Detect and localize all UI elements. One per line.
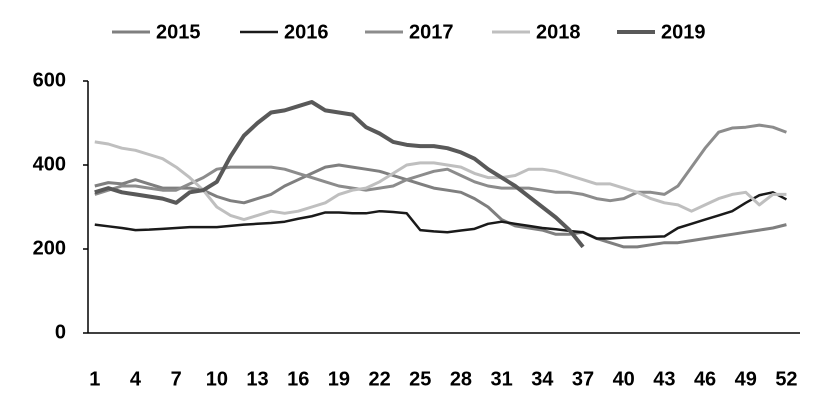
x-tick-label: 1 [89,368,100,390]
x-tick-label: 49 [735,368,757,390]
x-tick-label: 4 [130,368,142,390]
x-tick-label: 46 [694,368,716,390]
legend-label: 2018 [536,21,581,43]
x-tick-label: 52 [775,368,797,390]
x-tick-label: 31 [491,368,513,390]
legend-label: 2017 [409,21,454,43]
x-tick-label: 25 [409,368,431,390]
legend-label: 2016 [284,21,329,43]
series-line [94,100,585,249]
x-tick-label: 19 [328,368,350,390]
x-tick-label: 16 [287,368,309,390]
series-line [94,191,788,240]
legend-label: 2019 [661,21,706,43]
series-line [94,123,787,203]
x-tick-label: 43 [653,368,675,390]
series-line [94,140,787,222]
x-tick-label: 10 [206,368,228,390]
y-tick-label: 600 [33,69,66,91]
x-tick-label: 28 [450,368,472,390]
y-tick-label: 400 [33,153,66,175]
y-tick-label: 0 [55,321,66,343]
x-tick-label: 13 [246,368,268,390]
x-tick-label: 22 [368,368,390,390]
x-tick-label: 37 [572,368,594,390]
y-tick-label: 200 [33,237,66,259]
x-tick-label: 7 [171,368,182,390]
x-tick-label: 40 [613,368,635,390]
legend-label: 2015 [156,21,201,43]
x-tick-label: 34 [531,368,554,390]
series-line [94,163,787,249]
